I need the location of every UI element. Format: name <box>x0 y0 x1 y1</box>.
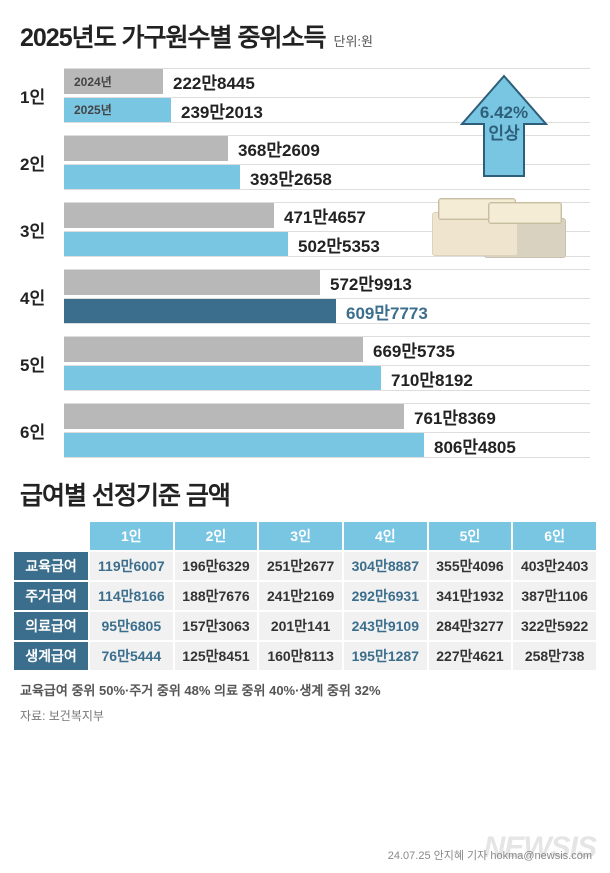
table-cell: 195만1287 <box>343 641 428 671</box>
row-label: 6인 <box>20 418 64 443</box>
table-corner <box>13 521 89 551</box>
bars: 669만5735 710만8192 <box>64 336 590 391</box>
bar-value: 572만9913 <box>330 270 412 295</box>
bar-value: 710만8192 <box>391 366 473 391</box>
table-cell: 258만738 <box>512 641 597 671</box>
money-stack-icon <box>430 190 570 262</box>
bar-value: 239만2013 <box>181 98 263 123</box>
table-cell: 188만7676 <box>174 581 259 611</box>
row-header: 의료급여 <box>13 611 89 641</box>
table-cell: 341만1932 <box>428 581 513 611</box>
table-cell: 160만8113 <box>258 641 343 671</box>
chart-row: 6인 761만8369 806만4805 <box>20 403 590 458</box>
bar-wrap: 761만8369 <box>64 403 590 429</box>
table-cell: 114만8166 <box>89 581 174 611</box>
bars: 761만8369 806만4805 <box>64 403 590 458</box>
bar <box>64 232 288 256</box>
table-row: 주거급여114만8166188만7676241만2169292만6931341만… <box>13 581 597 611</box>
row-label: 1인 <box>20 83 64 108</box>
benefits-table-wrap: 1인2인3인4인5인6인 교육급여119만6007196만6329251만267… <box>0 520 610 672</box>
chart-row: 4인 572만9913 609만7773 <box>20 269 590 324</box>
table-cell: 403만2403 <box>512 551 597 581</box>
benefits-table: 1인2인3인4인5인6인 교육급여119만6007196만6329251만267… <box>12 520 598 672</box>
bar <box>64 366 381 390</box>
bar-wrap: 572만9913 <box>64 269 590 295</box>
increase-callout: 6.42% 인상 <box>434 72 574 182</box>
bar-value: 669만5735 <box>373 337 455 362</box>
row-header: 교육급여 <box>13 551 89 581</box>
table-cell: 387만1106 <box>512 581 597 611</box>
table-row: 의료급여95만6805157만3063201만141243만9109284만32… <box>13 611 597 641</box>
table-cell: 201만141 <box>258 611 343 641</box>
col-header: 1인 <box>89 521 174 551</box>
callout-word: 인상 <box>488 124 519 143</box>
row-label: 2인 <box>20 150 64 175</box>
bar <box>64 165 240 189</box>
table-row: 교육급여119만6007196만6329251만2677304만8887355만… <box>13 551 597 581</box>
chart-row: 5인 669만5735 710만8192 <box>20 336 590 391</box>
section2-title: 급여별 선정기준 금액 <box>0 470 610 520</box>
bar <box>64 404 404 429</box>
row-label: 3인 <box>20 217 64 242</box>
row-header: 생계급여 <box>13 641 89 671</box>
table-cell: 227만4621 <box>428 641 513 671</box>
bar-value: 609만7773 <box>346 299 428 324</box>
credit: 24.07.25 안지혜 기자 hokma@newsis.com <box>388 847 592 863</box>
bar-value: 222만8445 <box>173 69 255 94</box>
bar-value: 471만4657 <box>284 203 366 228</box>
table-cell: 241만2169 <box>258 581 343 611</box>
bar <box>64 299 336 323</box>
bar <box>64 136 228 161</box>
table-cell: 95만6805 <box>89 611 174 641</box>
row-label: 4인 <box>20 284 64 309</box>
footnote: 교육급여 중위 50%·주거 중위 48% 의료 중위 40%·생계 중위 32… <box>0 672 610 701</box>
bars: 572만9913 609만7773 <box>64 269 590 324</box>
row-header: 주거급여 <box>13 581 89 611</box>
unit-label: 단위:원 <box>334 31 374 50</box>
legend-2024: 2024년 <box>68 69 118 95</box>
bar-wrap: 710만8192 <box>64 365 590 391</box>
legend-2025: 2025년 <box>68 97 118 123</box>
table-cell: 125만8451 <box>174 641 259 671</box>
table-cell: 292만6931 <box>343 581 428 611</box>
bar-wrap: 669만5735 <box>64 336 590 362</box>
table-cell: 157만3063 <box>174 611 259 641</box>
col-header: 6인 <box>512 521 597 551</box>
header: 2025년도 가구원수별 중위소득 단위:원 <box>0 0 610 62</box>
bar-value: 761만8369 <box>414 404 496 429</box>
bar-value: 393만2658 <box>250 165 332 190</box>
bar-wrap: 609만7773 <box>64 298 590 324</box>
table-cell: 304만8887 <box>343 551 428 581</box>
table-cell: 284만3277 <box>428 611 513 641</box>
table-cell: 119만6007 <box>89 551 174 581</box>
callout-text: 6.42% 인상 <box>434 102 574 145</box>
page-title: 2025년도 가구원수별 중위소득 <box>20 18 326 54</box>
source: 자료: 보건복지부 <box>0 701 610 730</box>
col-header: 5인 <box>428 521 513 551</box>
bar-value: 806만4805 <box>434 433 516 458</box>
col-header: 2인 <box>174 521 259 551</box>
table-cell: 251만2677 <box>258 551 343 581</box>
table-cell: 196만6329 <box>174 551 259 581</box>
bar-value: 368만2609 <box>238 136 320 161</box>
bar <box>64 203 274 228</box>
bar-value: 502만5353 <box>298 232 380 257</box>
bar <box>64 270 320 295</box>
callout-percent: 6.42% <box>480 103 528 122</box>
table-cell: 322만5922 <box>512 611 597 641</box>
table-cell: 76만5444 <box>89 641 174 671</box>
bar <box>64 433 424 457</box>
median-income-chart: 6.42% 인상 1인2024년 222만8445 2025년 239만2013 2인 3… <box>0 62 610 458</box>
table-cell: 355만4096 <box>428 551 513 581</box>
bar-wrap: 806만4805 <box>64 432 590 458</box>
bar <box>64 337 363 362</box>
table-cell: 243만9109 <box>343 611 428 641</box>
row-label: 5인 <box>20 351 64 376</box>
col-header: 4인 <box>343 521 428 551</box>
col-header: 3인 <box>258 521 343 551</box>
table-row: 생계급여76만5444125만8451160만8113195만1287227만4… <box>13 641 597 671</box>
